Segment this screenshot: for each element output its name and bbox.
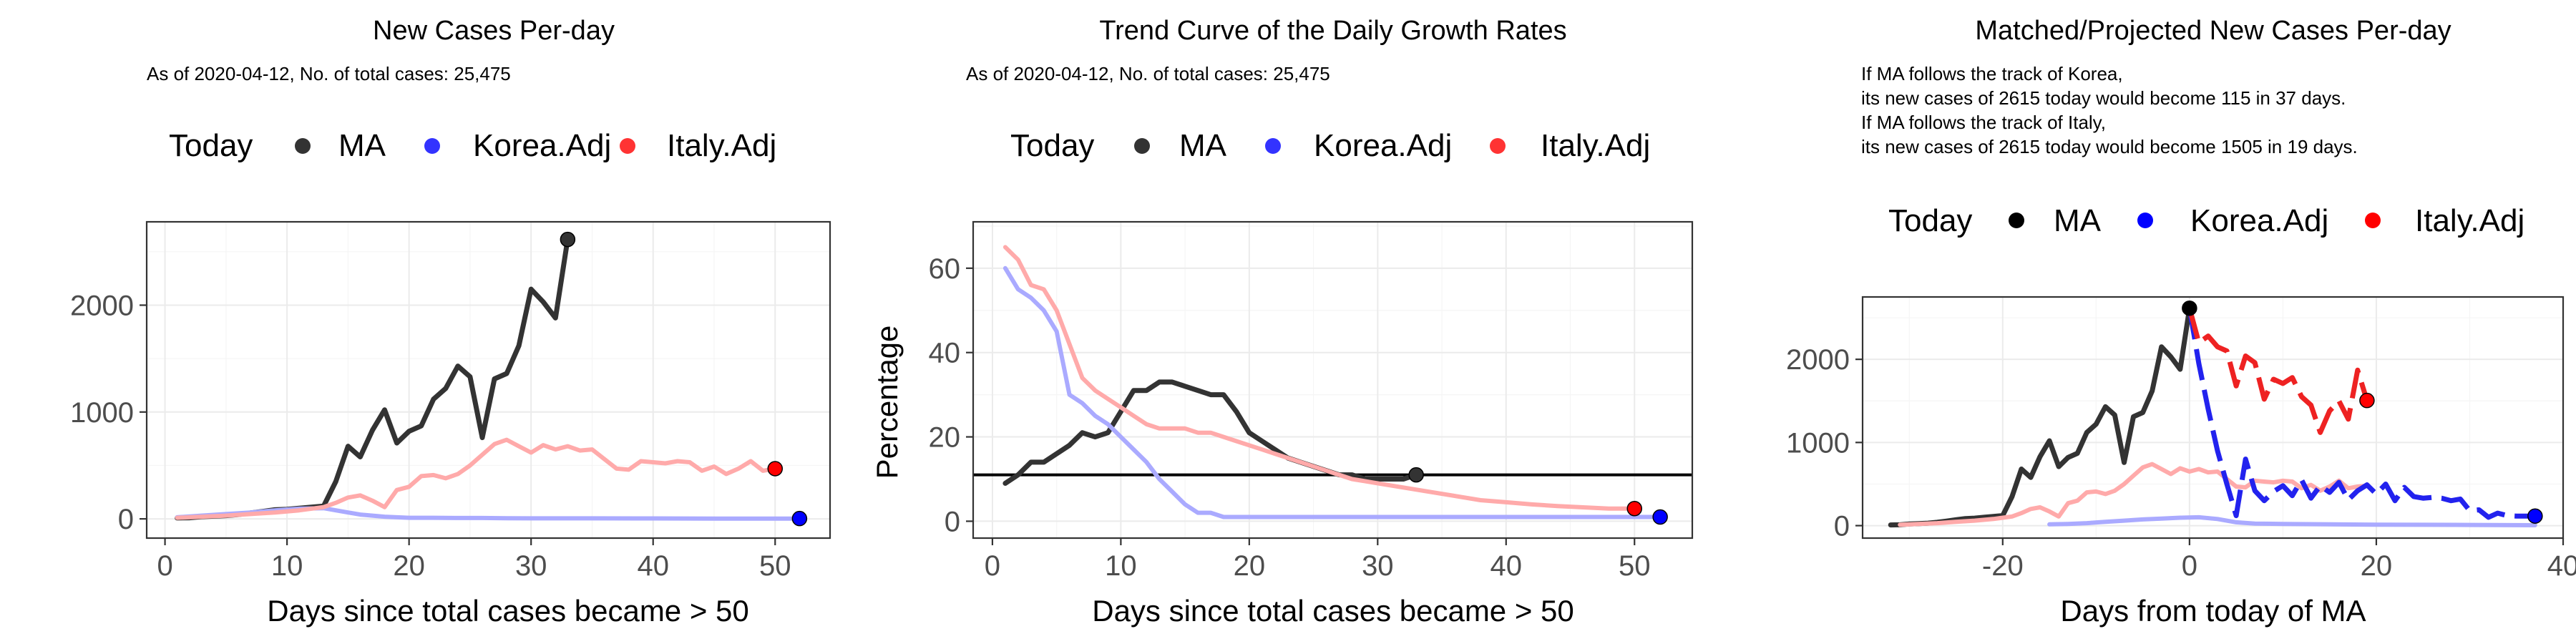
panel-1-plot: 0 10 20 30 40 50 0 1000 2000	[70, 220, 831, 582]
panel-3-x-axis-label: Days from today of MA	[2060, 594, 2366, 628]
y-tick-label: 40	[929, 338, 961, 369]
end-point-italy-adj	[767, 461, 784, 477]
panel-3-plot: -20 0 20 40 0 1000 2000	[1786, 296, 2576, 582]
panel-3-subtitle-line-4: its new cases of 2615 today would become…	[1861, 136, 2358, 157]
legend-label-ma: MA	[1179, 128, 1227, 163]
y-tick-label: 0	[118, 504, 134, 535]
y-tick-label: 1000	[70, 397, 134, 429]
end-point-ma	[2182, 300, 2197, 316]
x-tick-label: 50	[759, 550, 791, 582]
legend-label-italy: Italy.Adj	[2415, 203, 2524, 238]
panel-3-legend: Today MA Korea.Adj Italy.Adj	[1888, 203, 2524, 238]
series-line-italy-adj-past	[1898, 462, 2369, 527]
x-tick-label: 0	[985, 550, 1000, 582]
panel-3-subtitle-line-3: If MA follows the track of Italy,	[1861, 112, 2106, 133]
x-tick-label: 0	[2182, 550, 2197, 582]
end-point-korea-adj	[791, 510, 808, 527]
legend-key-korea	[424, 138, 440, 154]
y-tick-label: 2000	[1786, 344, 1850, 376]
legend-key-ma	[295, 138, 311, 154]
x-tick-label: 30	[515, 550, 547, 582]
legend-label-korea: Korea.Adj	[1314, 128, 1452, 163]
x-tick-label: 10	[271, 550, 303, 582]
legend-label-italy: Italy.Adj	[667, 128, 776, 163]
panel-new-cases: New Cases Per-day As of 2020-04-12, No. …	[70, 16, 831, 628]
legend-key-ma	[1134, 138, 1150, 154]
panel-2-legend: Today MA Korea.Adj Italy.Adj	[1010, 128, 1650, 163]
end-point-ma	[1408, 467, 1424, 483]
panel-1-legend: Today MA Korea.Adj Italy.Adj	[169, 128, 776, 163]
panel-3-subtitle-line-1: If MA follows the track of Korea,	[1861, 63, 2123, 84]
series-line-korea-adj-projected	[2187, 308, 2535, 520]
x-tick-label: 30	[1362, 550, 1394, 582]
x-tick-label: 40	[2547, 550, 2576, 582]
x-tick-label: 0	[157, 550, 172, 582]
series-line-italy-adj	[175, 437, 778, 520]
panel-projected-cases: Matched/Projected New Cases Per-day If M…	[1786, 16, 2576, 628]
y-tick-label: 2000	[70, 290, 134, 321]
legend-label-ma: MA	[2054, 203, 2102, 238]
legend-label-ma: MA	[338, 128, 386, 163]
x-tick-label: 20	[393, 550, 425, 582]
legend-title: Today	[1010, 128, 1094, 163]
y-tick-label: 1000	[1786, 427, 1850, 459]
legend-label-italy: Italy.Adj	[1541, 128, 1650, 163]
series-line-ma	[1002, 379, 1419, 486]
y-tick-label: 0	[1834, 511, 1850, 542]
legend-key-italy	[2365, 213, 2381, 228]
y-tick-label: 60	[929, 253, 961, 285]
y-tick-label: 20	[929, 422, 961, 454]
panel-1-x-axis-label: Days since total cases became > 50	[267, 594, 749, 628]
series-line-italy-adj	[1002, 245, 1637, 511]
series-line-korea-adj	[1002, 265, 1663, 519]
panel-3-subtitle-line-2: its new cases of 2615 today would become…	[1861, 87, 2346, 109]
series-line-korea-adj-past	[2047, 514, 2537, 527]
panel-2-subtitle-line-1: As of 2020-04-12, No. of total cases: 25…	[966, 63, 1330, 84]
x-tick-label: 40	[637, 550, 669, 582]
x-tick-label: 20	[2361, 550, 2393, 582]
y-tick-label: 0	[945, 506, 960, 537]
legend-key-italy	[1490, 138, 1506, 154]
end-point-italy-adj	[1626, 500, 1642, 517]
panel-2-title: Trend Curve of the Daily Growth Rates	[1099, 16, 1566, 46]
x-tick-label: 50	[1619, 550, 1651, 582]
x-tick-label: 10	[1105, 550, 1137, 582]
legend-label-korea: Korea.Adj	[2190, 203, 2328, 238]
legend-label-korea: Korea.Adj	[473, 128, 611, 163]
end-point-ma	[560, 231, 576, 248]
legend-key-korea	[1265, 138, 1281, 154]
panel-1-subtitle-line-1: As of 2020-04-12, No. of total cases: 25…	[147, 63, 511, 84]
x-tick-label: -20	[1982, 550, 2024, 582]
panel-2-y-axis-label: Percentage	[870, 326, 904, 479]
end-point-italy-adj-projected	[2359, 392, 2375, 409]
panel-border	[972, 220, 1694, 540]
end-point-korea-adj-projected	[2527, 508, 2543, 524]
panel-border	[1861, 296, 2565, 540]
legend-key-korea	[2137, 213, 2153, 228]
panel-3-title: Matched/Projected New Cases Per-day	[1975, 16, 2451, 46]
x-tick-label: 20	[1234, 550, 1266, 582]
legend-title: Today	[1888, 203, 1972, 238]
x-tick-label: 40	[1491, 550, 1523, 582]
legend-key-ma	[2009, 213, 2024, 228]
legend-key-italy	[620, 138, 635, 154]
panel-growth-rates: Trend Curve of the Daily Growth Rates As…	[870, 16, 1694, 628]
panel-border	[145, 220, 831, 540]
series-line-italy-adj-projected	[2187, 307, 2370, 435]
panel-2-plot: 0 10 20 30 40 50 0 20 40 60	[929, 220, 1694, 582]
panel-2-x-axis-label: Days since total cases became > 50	[1092, 594, 1574, 628]
legend-title: Today	[169, 128, 253, 163]
panel-1-title: New Cases Per-day	[373, 16, 615, 46]
end-point-korea-adj	[1652, 509, 1668, 525]
